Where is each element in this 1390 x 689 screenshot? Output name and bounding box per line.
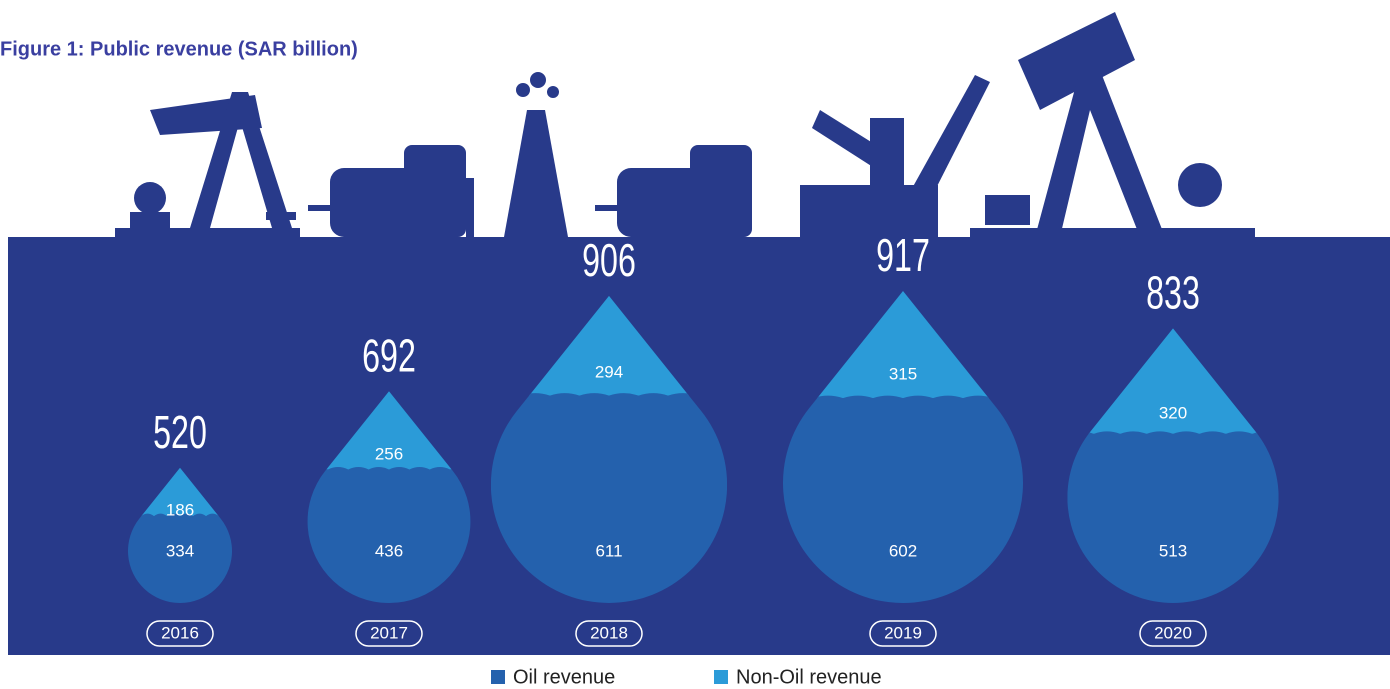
oil-segment: [1067, 431, 1279, 603]
year-pill: [1139, 620, 1207, 647]
year-pill: [146, 620, 214, 647]
value-label: 602: [889, 541, 917, 560]
year-pill: [575, 620, 643, 647]
value-label: 436: [375, 541, 403, 560]
value-label: 334: [166, 541, 194, 560]
total-label: 906: [582, 235, 636, 286]
legend-swatch: [714, 670, 728, 684]
value-label: 320: [1159, 404, 1187, 423]
total-label: 692: [362, 331, 416, 382]
oil-segment: [783, 395, 1023, 603]
x-tick-label: 2019: [884, 623, 922, 642]
year-pill: [869, 620, 937, 647]
legend-label: Non-Oil revenue: [736, 666, 882, 688]
x-tick-label: 2020: [1154, 623, 1192, 642]
value-label: 315: [889, 365, 917, 384]
oil-segment: [128, 513, 232, 603]
chart-title: Figure 1: Public revenue (SAR billion): [0, 38, 358, 60]
legend-label: Oil revenue: [513, 666, 615, 688]
year-pill: [355, 620, 423, 647]
value-label: 294: [595, 363, 623, 382]
total-label: 917: [876, 231, 930, 282]
oil-segment: [490, 393, 728, 603]
value-label: 513: [1159, 541, 1187, 560]
value-label: 256: [375, 445, 403, 464]
x-tick-label: 2017: [370, 623, 408, 642]
x-tick-label: 2018: [590, 623, 628, 642]
value-label: 611: [595, 541, 622, 560]
total-label: 833: [1146, 268, 1200, 319]
industrial-skyline: [115, 12, 1255, 237]
value-label: 186: [166, 500, 194, 519]
total-label: 520: [153, 407, 207, 458]
legend-swatch: [491, 670, 505, 684]
x-tick-label: 2016: [161, 623, 199, 642]
oil-segment: [307, 467, 471, 603]
